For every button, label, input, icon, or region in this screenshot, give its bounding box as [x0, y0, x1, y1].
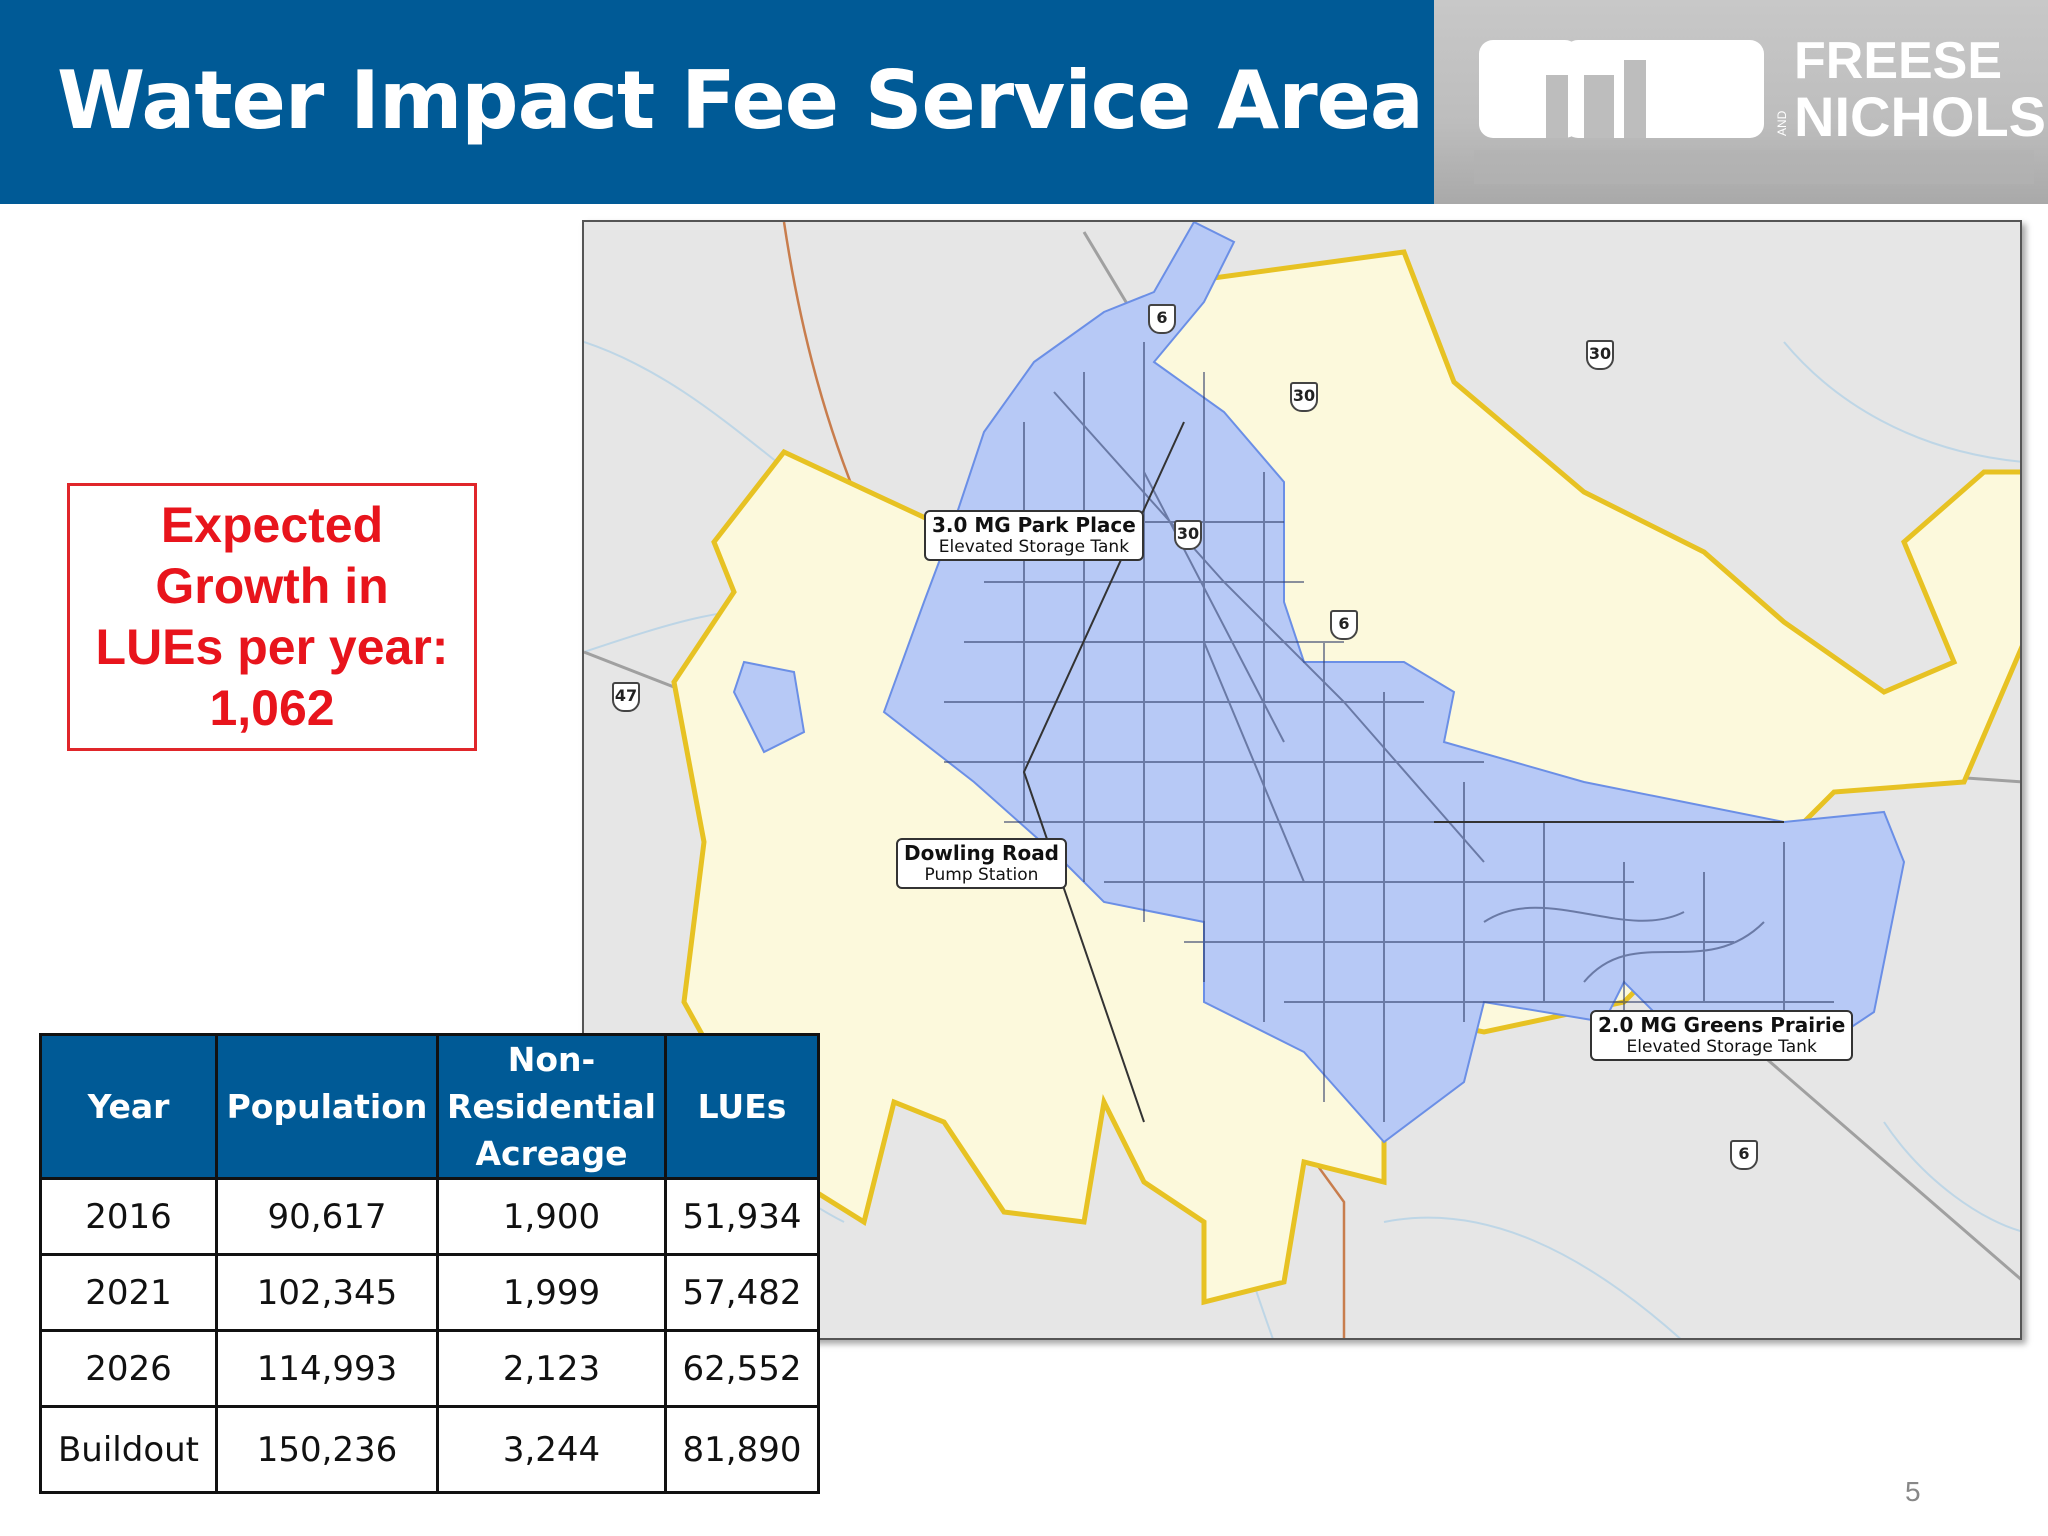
growth-callout: Expected Growth in LUEs per year: 1,062: [67, 483, 477, 751]
route-shield-icon: 6: [1330, 610, 1358, 640]
page-number: 5: [1905, 1476, 1921, 1507]
dowling-road-name: Dowling Road: [904, 841, 1059, 865]
cell-year: 2021: [39, 1253, 218, 1332]
route-shield-icon: 30: [1290, 382, 1318, 412]
cell-year: 2026: [39, 1329, 218, 1408]
cell-lues: 81,890: [664, 1405, 820, 1494]
table-row: 2021 102,345 1,999 57,482: [39, 1253, 820, 1332]
title-bar: Water Impact Fee Service Area: [0, 0, 1434, 204]
callout-line-4: 1,062: [209, 680, 335, 736]
cell-acreage: 2,123: [436, 1329, 667, 1408]
cell-year: Buildout: [39, 1405, 218, 1494]
cell-year: 2016: [39, 1177, 218, 1256]
table-row: 2026 114,993 2,123 62,552: [39, 1329, 820, 1408]
cell-acreage: 3,244: [436, 1405, 667, 1494]
callout-line-1: Expected: [160, 497, 384, 553]
service-area-map: 6 30 30 30 6 47 6 3.0 MG Park Place Elev…: [582, 220, 2022, 1340]
greens-prairie-tank-name: 2.0 MG Greens Prairie: [1598, 1013, 1846, 1037]
callout-line-3: LUEs per year:: [95, 619, 449, 675]
cell-lues: 62,552: [664, 1329, 820, 1408]
cell-acreage: 1,999: [436, 1253, 667, 1332]
logo-word-nichols: NICHOLS: [1794, 85, 2046, 148]
cell-lues: 51,934: [664, 1177, 820, 1256]
park-place-tank-name: 3.0 MG Park Place: [932, 513, 1136, 537]
slide-title: Water Impact Fee Service Area: [57, 54, 1424, 147]
cell-lues: 57,482: [664, 1253, 820, 1332]
callout-line-2: Growth in: [155, 558, 389, 614]
park-place-tank-label: 3.0 MG Park Place Elevated Storage Tank: [924, 510, 1144, 561]
growth-projection-table: Year Population Non-Residential Acreage …: [39, 1033, 820, 1494]
route-shield-icon: 30: [1586, 340, 1614, 370]
header-population: Population: [215, 1033, 439, 1180]
greens-prairie-tank-label: 2.0 MG Greens Prairie Elevated Storage T…: [1590, 1010, 1854, 1061]
cell-population: 90,617: [215, 1177, 439, 1256]
water-lines: [944, 342, 1834, 1122]
table-header-row: Year Population Non-Residential Acreage …: [39, 1033, 820, 1180]
header-year: Year: [39, 1033, 218, 1180]
greens-prairie-tank-type: Elevated Storage Tank: [1626, 1037, 1817, 1057]
table-row: 2016 90,617 1,900 51,934: [39, 1177, 820, 1256]
header-non-residential-acreage: Non-Residential Acreage: [436, 1033, 667, 1180]
table-row: Buildout 150,236 3,244 81,890: [39, 1405, 820, 1494]
logo-word-freese: FREESE: [1794, 32, 2002, 90]
company-logo: FREESE NICHOLS AND: [1434, 0, 2048, 204]
cell-population: 150,236: [215, 1405, 439, 1494]
cell-population: 102,345: [215, 1253, 439, 1332]
route-shield-icon: 47: [612, 682, 640, 712]
cell-acreage: 1,900: [436, 1177, 667, 1256]
park-place-tank-type: Elevated Storage Tank: [938, 537, 1130, 557]
dowling-road-type: Pump Station: [924, 865, 1039, 885]
header-lues: LUEs: [664, 1033, 820, 1180]
dowling-road-pump-label: Dowling Road Pump Station: [896, 838, 1067, 889]
route-shield-icon: 30: [1174, 520, 1202, 550]
logo-word-and: AND: [1775, 110, 1789, 136]
route-shield-icon: 6: [1148, 304, 1176, 334]
cell-population: 114,993: [215, 1329, 439, 1408]
service-area-outlier: [732, 660, 806, 754]
route-shield-icon: 6: [1730, 1140, 1758, 1170]
